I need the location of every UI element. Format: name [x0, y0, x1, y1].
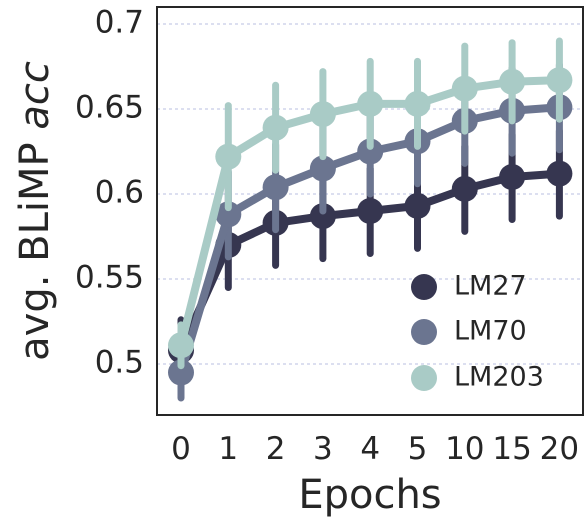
data-point [309, 101, 336, 128]
x-tick-label: 5 [408, 431, 428, 467]
legend-marker [411, 274, 437, 300]
x-axis-label: Epochs [298, 472, 441, 517]
data-point [215, 201, 242, 228]
data-point [262, 174, 289, 201]
x-ticks: 0 1 2 3 4 5 10 15 20 [171, 431, 579, 467]
data-point [357, 138, 384, 165]
data-point [215, 143, 242, 170]
legend-label: LM70 [454, 316, 527, 347]
y-tick-label: 0.65 [75, 90, 144, 126]
legend-marker [411, 319, 437, 345]
x-tick-label: 2 [266, 431, 286, 467]
data-point [309, 155, 336, 182]
x-tick-label: 20 [540, 431, 579, 467]
plot-frame [156, 6, 584, 416]
data-point [499, 68, 526, 95]
data-point [357, 198, 384, 224]
x-tick-label: 10 [445, 431, 484, 467]
y-tick-label: 0.5 [95, 345, 144, 381]
x-tick-label: 0 [171, 431, 191, 467]
y-axis-label-italic: acc [12, 61, 58, 130]
data-point [451, 175, 478, 202]
data-point [404, 192, 431, 219]
data-point [546, 160, 573, 187]
data-point [168, 359, 194, 386]
data-point [357, 90, 384, 117]
legend-label: LM203 [454, 362, 544, 393]
y-tick-label: 0.55 [75, 260, 144, 296]
data-point [168, 332, 194, 359]
y-ticks: 0.5 0.55 0.6 0.65 0.7 [75, 5, 144, 381]
y-axis-label-main: avg. BLiMP [12, 130, 58, 361]
x-tick-label: 4 [360, 431, 380, 467]
y-tick-label: 0.6 [95, 175, 144, 211]
data-point [262, 114, 289, 141]
data-point [404, 90, 431, 117]
data-point [546, 67, 573, 94]
y-axis-label: avg. BLiMP acc [12, 61, 58, 361]
legend-label: LM27 [454, 271, 527, 302]
legend: LM27 LM70 LM203 [411, 271, 544, 393]
data-point [499, 164, 526, 190]
data-point [309, 203, 336, 230]
legend-marker [411, 365, 437, 391]
x-tick-label: 1 [218, 431, 238, 467]
data-point [451, 75, 478, 102]
series-layer [168, 37, 573, 402]
y-tick-label: 0.7 [95, 5, 144, 41]
x-tick-label: 15 [492, 431, 531, 467]
series-LM203 [168, 37, 573, 370]
x-tick-label: 3 [313, 431, 333, 467]
